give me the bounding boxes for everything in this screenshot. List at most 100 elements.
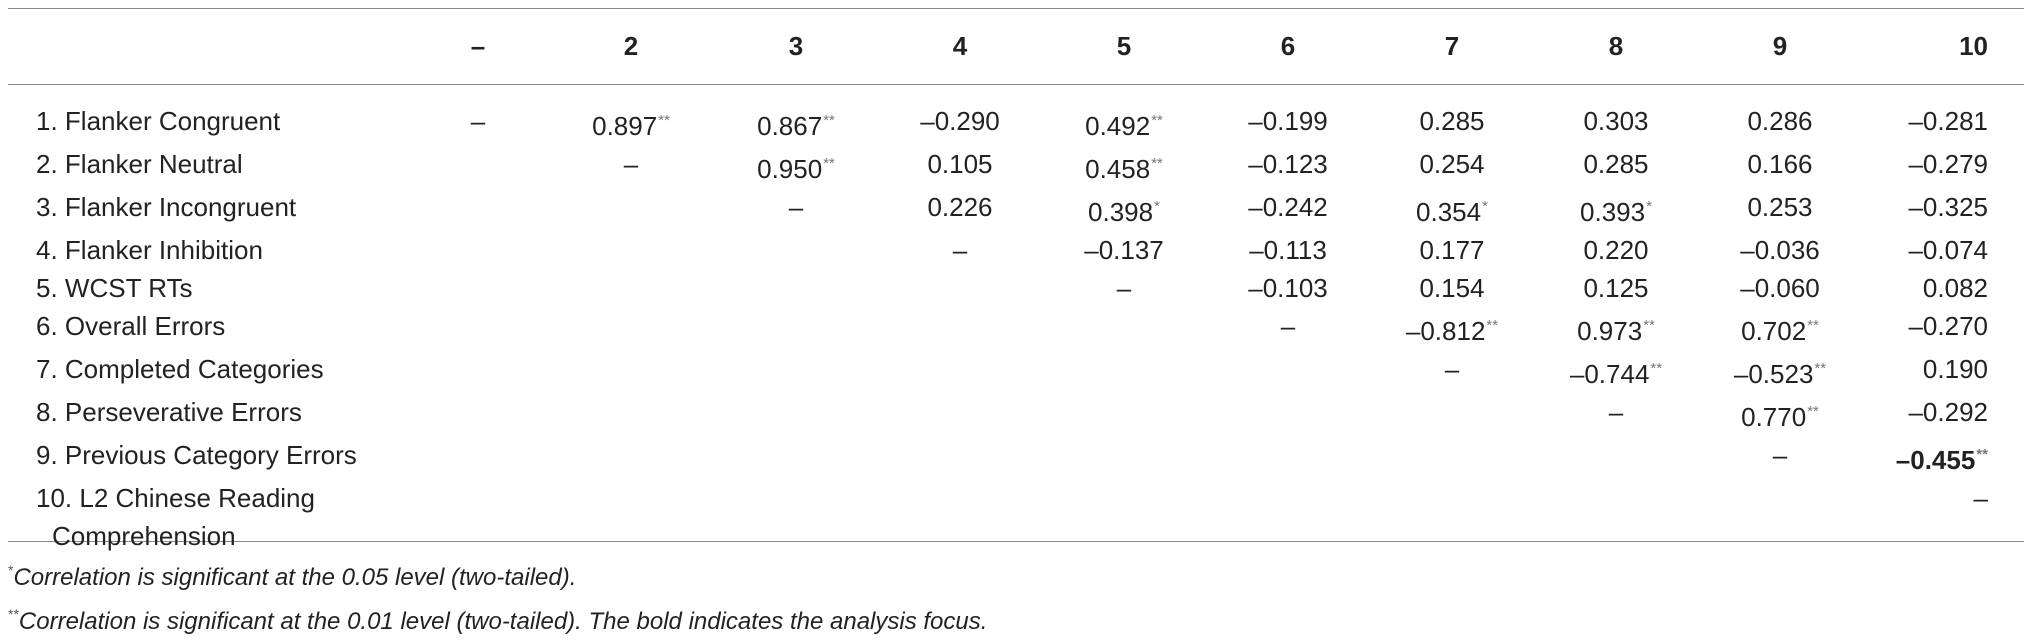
table-cell: –0.036 (1698, 231, 1862, 269)
cell-value: 0.220 (1583, 235, 1649, 265)
table-cell (548, 479, 714, 555)
footnote-2-text: Correlation is significant at the 0.01 l… (18, 608, 988, 635)
table-cell: 0.702** (1698, 307, 1862, 350)
cell-value: –0.270 (1908, 311, 1988, 341)
cell-value: 0.254 (1419, 149, 1485, 179)
cell-value: 0.354 (1416, 197, 1482, 227)
table-cell: 0.220 (1534, 231, 1698, 269)
table-cell (1206, 350, 1370, 393)
header-cell-label (8, 8, 408, 84)
cell-value: –0.812 (1405, 316, 1486, 346)
table-row: 10. L2 Chinese Reading Comprehension – (8, 479, 2024, 555)
cell-value: –0.137 (1084, 235, 1164, 265)
footnote-2-mark: ** (8, 606, 19, 622)
bottom-rule (8, 541, 2024, 542)
table-cell: –0.113 (1206, 231, 1370, 269)
significance-mark: ** (1643, 317, 1655, 334)
table-cell (714, 350, 878, 393)
row-label-text: 4. Flanker Inhibition (36, 235, 263, 265)
table-row: 3. Flanker Incongruent –0.226 0.398* –0.242… (8, 188, 2024, 231)
footnote-1: *Correlation is significant at the 0.05 … (8, 552, 2024, 596)
table-cell (1042, 479, 1206, 555)
cell-value: – (1116, 273, 1132, 303)
table-cell: –0.292 (1862, 393, 2024, 436)
table-cell (408, 350, 548, 393)
table-cell: –0.137 (1042, 231, 1206, 269)
table-cell: 0.286 (1698, 84, 1862, 145)
table-cell (1042, 350, 1206, 393)
table-cell (878, 436, 1042, 479)
table-cell (408, 307, 548, 350)
table-cell (878, 479, 1042, 555)
table-cell: 0.303 (1534, 84, 1698, 145)
header-cell-2: 2 (623, 31, 639, 61)
header-cell-8: 8 (1608, 31, 1624, 61)
significance-mark: ** (1807, 403, 1819, 420)
table-cell (1534, 479, 1698, 555)
header-row: – 2 3 4 5 6 7 8 9 10 (8, 8, 2024, 84)
cell-value: –0.036 (1740, 235, 1820, 265)
table-cell (548, 393, 714, 436)
table-cell (878, 393, 1042, 436)
header-cell-9: 9 (1772, 31, 1788, 61)
table-cell (1698, 479, 1862, 555)
table-cell (878, 269, 1042, 307)
row-label: 3. Flanker Incongruent (8, 188, 408, 231)
table-row: 8. Perseverative Errors – 0.770** –0.292 (8, 393, 2024, 436)
header-rule (8, 84, 2024, 85)
table-cell (1370, 393, 1534, 436)
table-cell: –0.060 (1698, 269, 1862, 307)
table-cell (714, 231, 878, 269)
table-cell (408, 231, 548, 269)
row-label-text: 8. Perseverative Errors (36, 397, 302, 427)
table-cell: 0.897** (548, 84, 714, 145)
footnote-1-text: Correlation is significant at the 0.05 l… (13, 564, 577, 591)
row-label: 8. Perseverative Errors (8, 393, 408, 436)
row-label: 9. Previous Category Errors (8, 436, 408, 479)
table-cell (1534, 436, 1698, 479)
row-label-text: 3. Flanker Incongruent (36, 192, 297, 222)
table-cell: – (408, 84, 548, 145)
table-cell: –0.290 (878, 84, 1042, 145)
header-cell-5: 5 (1116, 31, 1132, 61)
cell-value: 0.973 (1577, 316, 1643, 346)
header-cell-7: 7 (1444, 31, 1460, 61)
table-cell (714, 269, 878, 307)
table-row: 9. Previous Category Errors – –0.455** (8, 436, 2024, 479)
row-label: 5. WCST RTs (8, 269, 408, 307)
table-cell: 0.190 (1862, 350, 2024, 393)
table-cell: 0.177 (1370, 231, 1534, 269)
table-cell (878, 307, 1042, 350)
significance-mark: ** (1807, 317, 1819, 334)
table-row: 4. Flanker Inhibition – –0.137 –0.113 0.177 0… (8, 231, 2024, 269)
table-cell: 0.950** (714, 145, 878, 188)
row-label: 2. Flanker Neutral (8, 145, 408, 188)
cell-value: –0.455 (1895, 445, 1976, 475)
table-cell: – (878, 231, 1042, 269)
cell-value: 0.285 (1419, 106, 1485, 136)
table-cell: –0.242 (1206, 188, 1370, 231)
significance-mark: ** (1650, 360, 1663, 377)
table-cell (408, 188, 548, 231)
table-row: 6. Overall Errors – –0.812** 0.973** 0.702**… (8, 307, 2024, 350)
table-cell (408, 269, 548, 307)
table-cell: –0.199 (1206, 84, 1370, 145)
cell-value: 0.082 (1922, 273, 1988, 303)
cell-value: 0.492 (1085, 111, 1151, 141)
table-cell: –0.812** (1370, 307, 1534, 350)
table-cell (1206, 393, 1370, 436)
table-cell: 0.285 (1370, 84, 1534, 145)
row-label-line: Comprehension (52, 521, 236, 551)
row-label: 4. Flanker Inhibition (8, 231, 408, 269)
table-row: 5. WCST RTs – –0.103 0.154 0.125 –0.060 0.082 (8, 269, 2024, 307)
cell-value: –0.290 (920, 106, 1000, 136)
cell-value: 0.303 (1583, 106, 1649, 136)
cell-value: 0.458 (1085, 154, 1151, 184)
table-cell (714, 393, 878, 436)
table-cell: 0.398* (1042, 188, 1206, 231)
cell-value: –0.113 (1249, 235, 1327, 265)
top-rule (8, 8, 2024, 9)
table-cell: 0.393* (1534, 188, 1698, 231)
row-label-text: 5. WCST RTs (36, 273, 193, 303)
table-cell: –0.123 (1206, 145, 1370, 188)
